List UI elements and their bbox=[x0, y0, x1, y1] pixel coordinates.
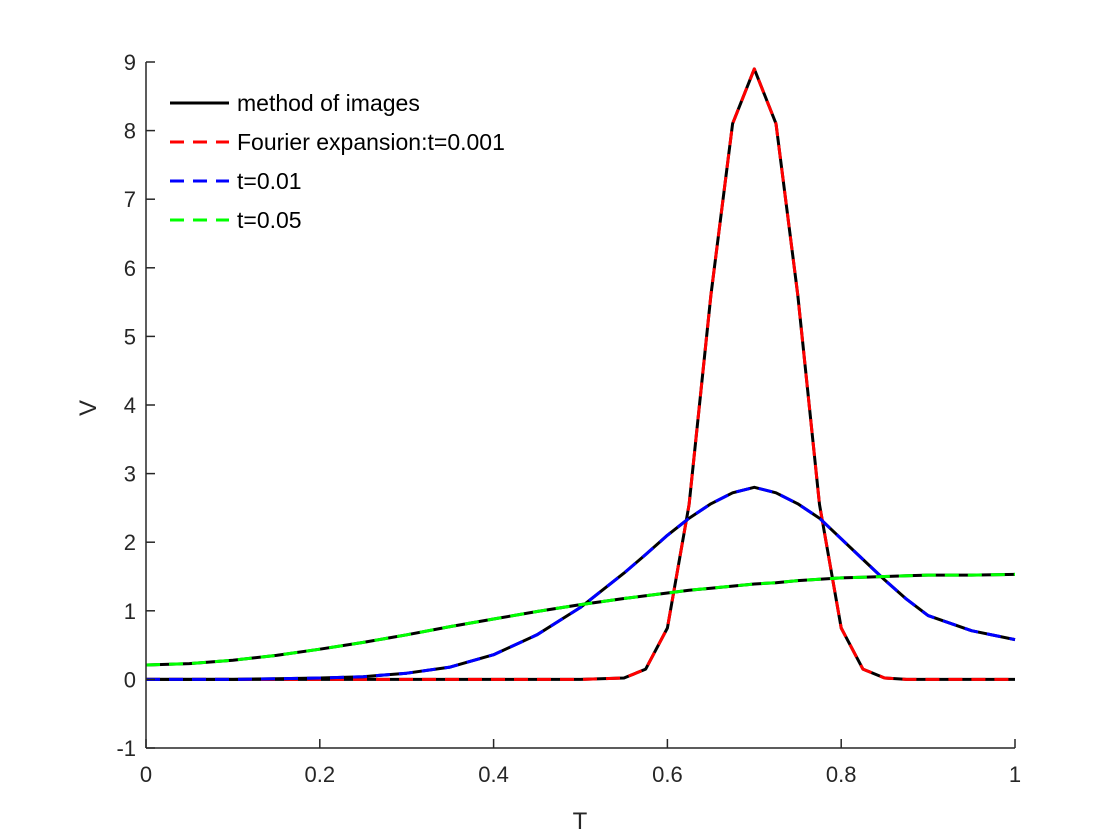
x-tick-label: 1 bbox=[1009, 762, 1021, 787]
y-tick-label: 3 bbox=[124, 462, 136, 487]
y-tick-label: 0 bbox=[124, 667, 136, 692]
series-2-line bbox=[145, 572, 1016, 667]
y-tick-label: 2 bbox=[124, 530, 136, 555]
x-tick-label: 0.2 bbox=[305, 762, 336, 787]
y-tick-label: 7 bbox=[124, 187, 136, 212]
x-tick-label: 0.4 bbox=[478, 762, 509, 787]
x-axis-label: T bbox=[573, 808, 588, 835]
legend-label-1: Fourier expansion:t=0.001 bbox=[237, 129, 505, 155]
legend-label-2: t=0.01 bbox=[237, 168, 302, 194]
series-layer bbox=[145, 67, 1016, 681]
y-tick-label: 9 bbox=[124, 50, 136, 75]
x-tick-label: 0.6 bbox=[652, 762, 683, 787]
y-tick-label: 5 bbox=[124, 324, 136, 349]
legend: method of images Fourier expansion:t=0.00… bbox=[170, 90, 505, 233]
series-0-line bbox=[146, 67, 1015, 681]
x-tick-label: 0 bbox=[140, 762, 152, 787]
y-tick-label: -1 bbox=[116, 736, 136, 761]
y-tick-label: 8 bbox=[124, 119, 136, 144]
legend-label-0: method of images bbox=[237, 90, 420, 116]
y-tick-label: 1 bbox=[124, 599, 136, 624]
series-1-line bbox=[146, 485, 1016, 681]
y-tick-label: 6 bbox=[124, 256, 136, 281]
legend-label-3: t=0.05 bbox=[237, 207, 302, 233]
x-tick-label: 0.8 bbox=[826, 762, 857, 787]
y-tick-label: 4 bbox=[124, 393, 136, 418]
y-axis-label: V bbox=[75, 400, 102, 416]
